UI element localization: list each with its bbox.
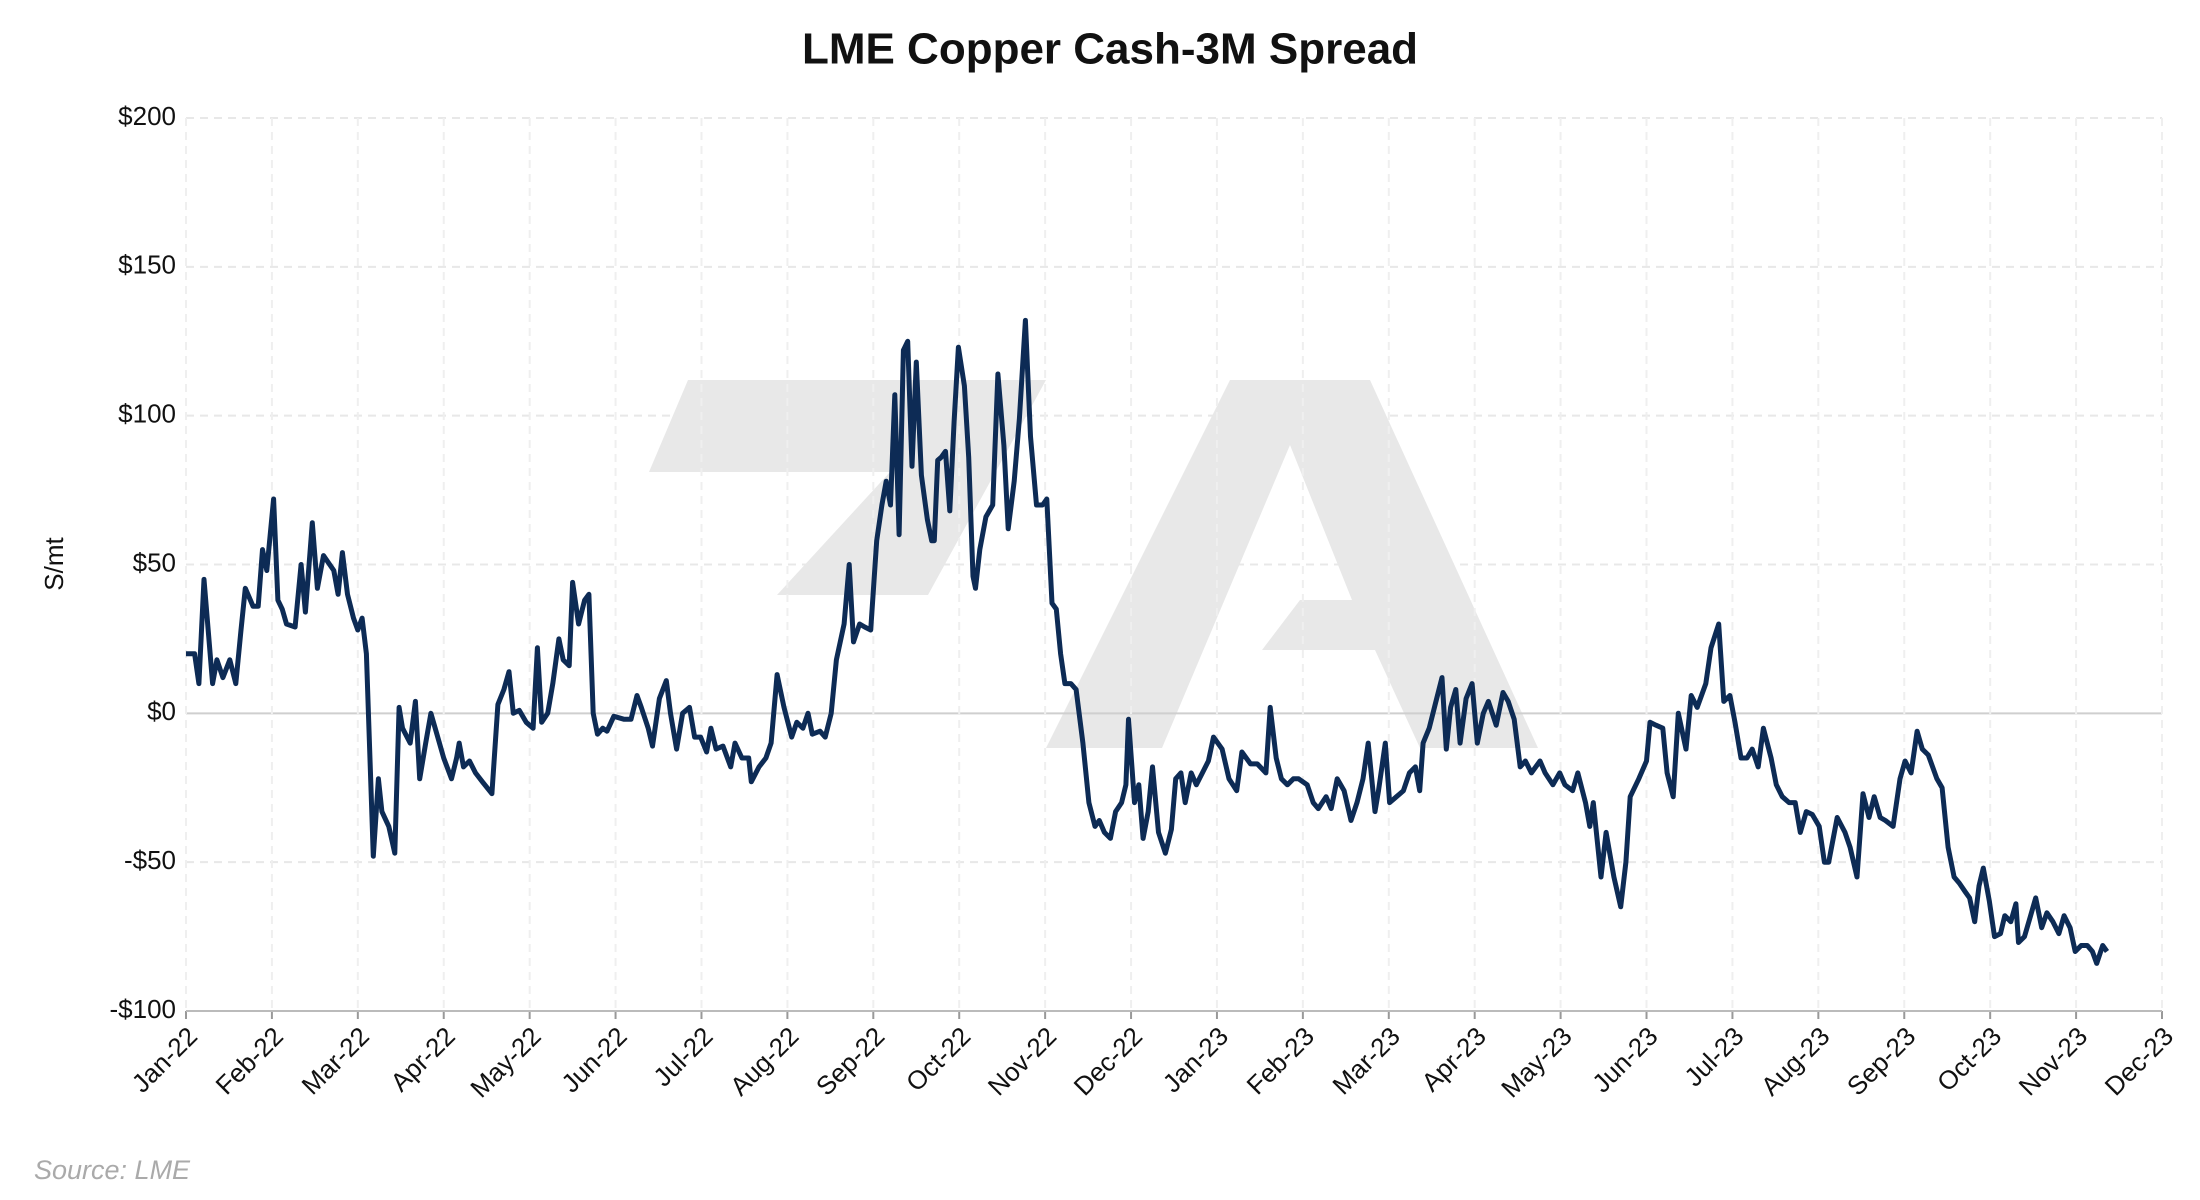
x-tick-label: Sep-23 [1841, 1021, 1921, 1101]
y-tick-label: -$100 [110, 994, 177, 1024]
x-tick-label: Oct-22 [900, 1021, 976, 1097]
x-tick-label: Sep-22 [810, 1021, 890, 1101]
y-tick-label: $200 [118, 101, 176, 131]
watermark [649, 380, 1538, 748]
x-tick-label: Apr-22 [384, 1021, 460, 1097]
x-tick-label: Jun-22 [555, 1021, 632, 1098]
y-tick-label: -$50 [124, 845, 176, 875]
y-tick-label: $150 [118, 250, 176, 280]
watermark-seven [649, 380, 1046, 595]
x-tick-label: May-23 [1495, 1021, 1578, 1104]
y-tick-label: $100 [118, 399, 176, 429]
x-tick-label: Feb-22 [210, 1021, 289, 1100]
x-tick-label: Jun-23 [1586, 1021, 1663, 1098]
y-tick-label: $50 [133, 547, 176, 577]
x-tick-label: Apr-23 [1415, 1021, 1491, 1097]
x-tick-label: Jan-22 [126, 1021, 203, 1098]
y-axis-label: S/mt [39, 537, 69, 591]
x-tick-label: Feb-23 [1241, 1021, 1320, 1100]
x-tick-label: Jan-23 [1157, 1021, 1234, 1098]
watermark-a [1046, 380, 1538, 748]
chart-title: LME Copper Cash-3M Spread [802, 25, 1418, 74]
x-tick-label: Mar-23 [1326, 1021, 1405, 1100]
source-note: Source: LME [34, 1155, 191, 1185]
y-tick-label: $0 [147, 696, 176, 726]
x-tick-label: Aug-22 [724, 1021, 804, 1101]
x-tick-label: Mar-22 [295, 1021, 374, 1100]
x-tick-label: Nov-22 [982, 1021, 1062, 1101]
x-tick-label: Dec-23 [2099, 1021, 2179, 1101]
x-tick-label: Dec-22 [1068, 1021, 1148, 1101]
x-tick-label: Oct-23 [1931, 1021, 2007, 1097]
x-tick-label: Jul-22 [647, 1021, 718, 1092]
x-tick-label: Aug-23 [1755, 1021, 1835, 1101]
x-tick-label: Jul-23 [1678, 1021, 1749, 1092]
x-tick-label: Nov-23 [2013, 1021, 2093, 1101]
data-line [186, 317, 2110, 966]
x-tick-label: May-22 [464, 1021, 547, 1104]
